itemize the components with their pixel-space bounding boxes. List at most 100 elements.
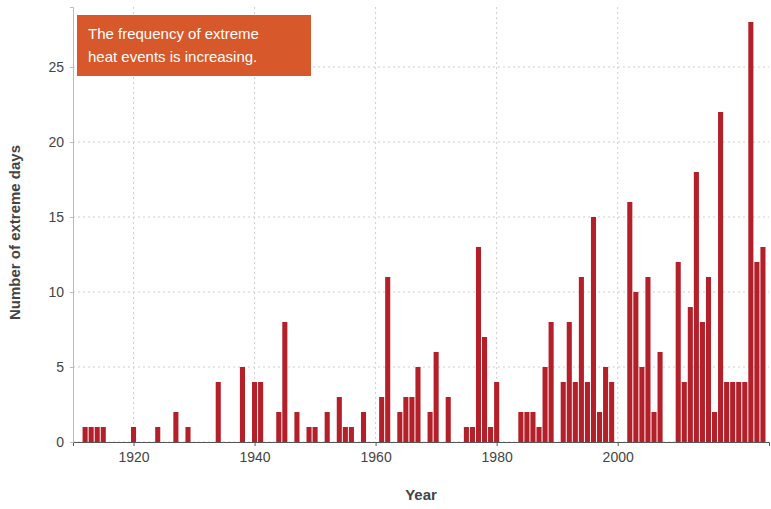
bar (131, 427, 136, 442)
bar (343, 427, 348, 442)
bar (428, 412, 433, 442)
chart: 1920 1940 1960 1980 2000 0 5 10 15 20 25 Year Number… (0, 0, 771, 509)
bar (216, 382, 221, 442)
bar (482, 337, 487, 442)
bar (409, 397, 414, 442)
x-tick-label: 1960 (361, 449, 392, 465)
grid-line-x (496, 7, 497, 442)
bar (712, 412, 717, 442)
annotation-text: heat events is increasing. (88, 48, 257, 65)
bar (325, 412, 330, 442)
x-axis-title: Year (405, 486, 437, 503)
bar (415, 367, 420, 442)
bar (95, 427, 100, 442)
x-tick: 1960 (361, 442, 392, 465)
y-axis: 0 5 10 15 20 25 (48, 8, 73, 450)
x-tick-mark (255, 442, 256, 446)
grid (73, 7, 769, 442)
grid-line-y (73, 292, 769, 293)
bar (730, 382, 735, 442)
y-tick-label: 5 (56, 359, 64, 375)
bar (591, 217, 596, 442)
y-axis-title: Number of extreme days (6, 145, 23, 320)
bar (609, 382, 614, 442)
grid-line-x (617, 7, 618, 442)
bar (494, 382, 499, 442)
bar (397, 412, 402, 442)
bar (706, 277, 711, 442)
x-tick-mark (618, 442, 619, 446)
x-tick: 2000 (603, 442, 634, 465)
x-tick-mark (497, 442, 498, 446)
bar (258, 382, 263, 442)
bar (760, 247, 765, 442)
bar (682, 382, 687, 442)
x-tick-label: 1980 (482, 449, 513, 465)
y-tick-mark (70, 142, 73, 143)
bar (470, 427, 475, 442)
bar (658, 352, 663, 442)
bar (603, 367, 608, 442)
x-tick-mark (134, 442, 135, 446)
bar (518, 412, 523, 442)
bar (83, 427, 88, 442)
bar (645, 277, 650, 442)
annotation-box (77, 15, 311, 76)
bar (579, 277, 584, 442)
bar (464, 427, 469, 442)
x-tick-label: 1940 (239, 449, 270, 465)
y-tick: 25 (48, 59, 73, 75)
bar (476, 247, 481, 442)
y-tick-label: 20 (48, 134, 64, 150)
grid-line-y (73, 367, 769, 368)
bar (742, 382, 747, 442)
bar (748, 22, 753, 442)
bar (573, 382, 578, 442)
bar (252, 382, 257, 442)
bar (446, 397, 451, 442)
x-tick-label: 1920 (118, 449, 149, 465)
y-tick-label: 10 (48, 284, 64, 300)
bar (240, 367, 245, 442)
bar (488, 427, 493, 442)
bar (282, 322, 287, 442)
bar (754, 262, 759, 442)
y-axis-line (70, 8, 74, 443)
bar (724, 382, 729, 442)
bar (337, 397, 342, 442)
bar (349, 427, 354, 442)
x-axis-line (74, 443, 770, 447)
bar (294, 412, 299, 442)
y-tick-mark (70, 217, 73, 218)
bar (155, 427, 160, 442)
y-tick-label: 15 (48, 209, 64, 225)
bar (561, 382, 566, 442)
y-tick: 5 (56, 359, 73, 375)
bars (83, 22, 766, 442)
y-tick-label: 25 (48, 59, 64, 75)
bar (361, 412, 366, 442)
y-tick-mark (70, 292, 73, 293)
bar (403, 397, 408, 442)
bar (89, 427, 94, 442)
y-tick-mark (70, 442, 73, 443)
y-tick-label: 0 (56, 434, 64, 450)
bar (313, 427, 318, 442)
bar (567, 322, 572, 442)
bar (700, 322, 705, 442)
y-tick: 0 (56, 434, 73, 450)
bar (597, 412, 602, 442)
bar (101, 427, 106, 442)
annotation-text: The frequency of extreme (88, 25, 259, 42)
y-tick: 10 (48, 284, 73, 300)
bar (173, 412, 178, 442)
bar (185, 427, 190, 442)
bar (536, 427, 541, 442)
annotation: The frequency of extreme heat events is i… (77, 15, 311, 76)
bar (694, 172, 699, 442)
x-tick: 1920 (118, 442, 149, 465)
bar (543, 367, 548, 442)
bar (736, 382, 741, 442)
x-tick: 1980 (482, 442, 513, 465)
bar (276, 412, 281, 442)
